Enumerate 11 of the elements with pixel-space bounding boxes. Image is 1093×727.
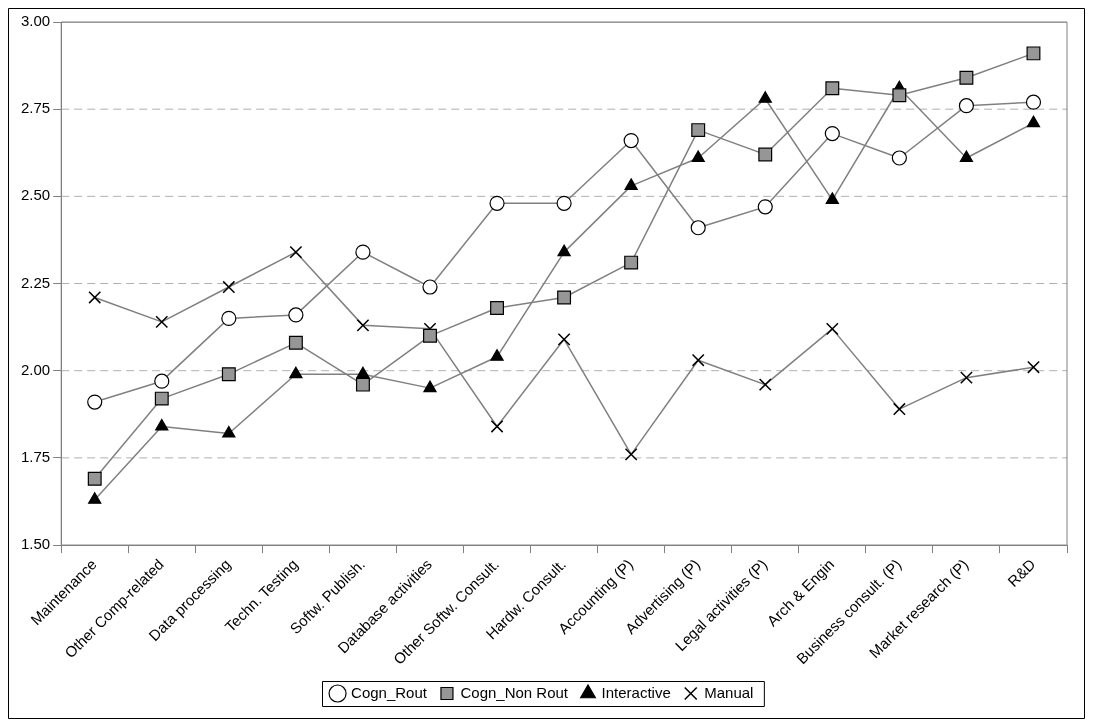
y-tick-label: 3.00 [20,12,51,30]
y-tick-label: 2.00 [20,360,51,378]
y-tick-label: 2.50 [20,186,51,204]
legend-label: Interactive [601,683,671,701]
legend-label: Manual [704,683,754,701]
y-tick-label: 2.75 [20,99,51,117]
legend-label: Cogn_Rout [351,683,428,701]
y-tick-label: 1.50 [20,535,51,553]
y-tick-label: 1.75 [20,448,51,466]
y-tick-label: 2.25 [20,273,51,291]
legend-label: Cogn_Non Rout [460,683,569,701]
